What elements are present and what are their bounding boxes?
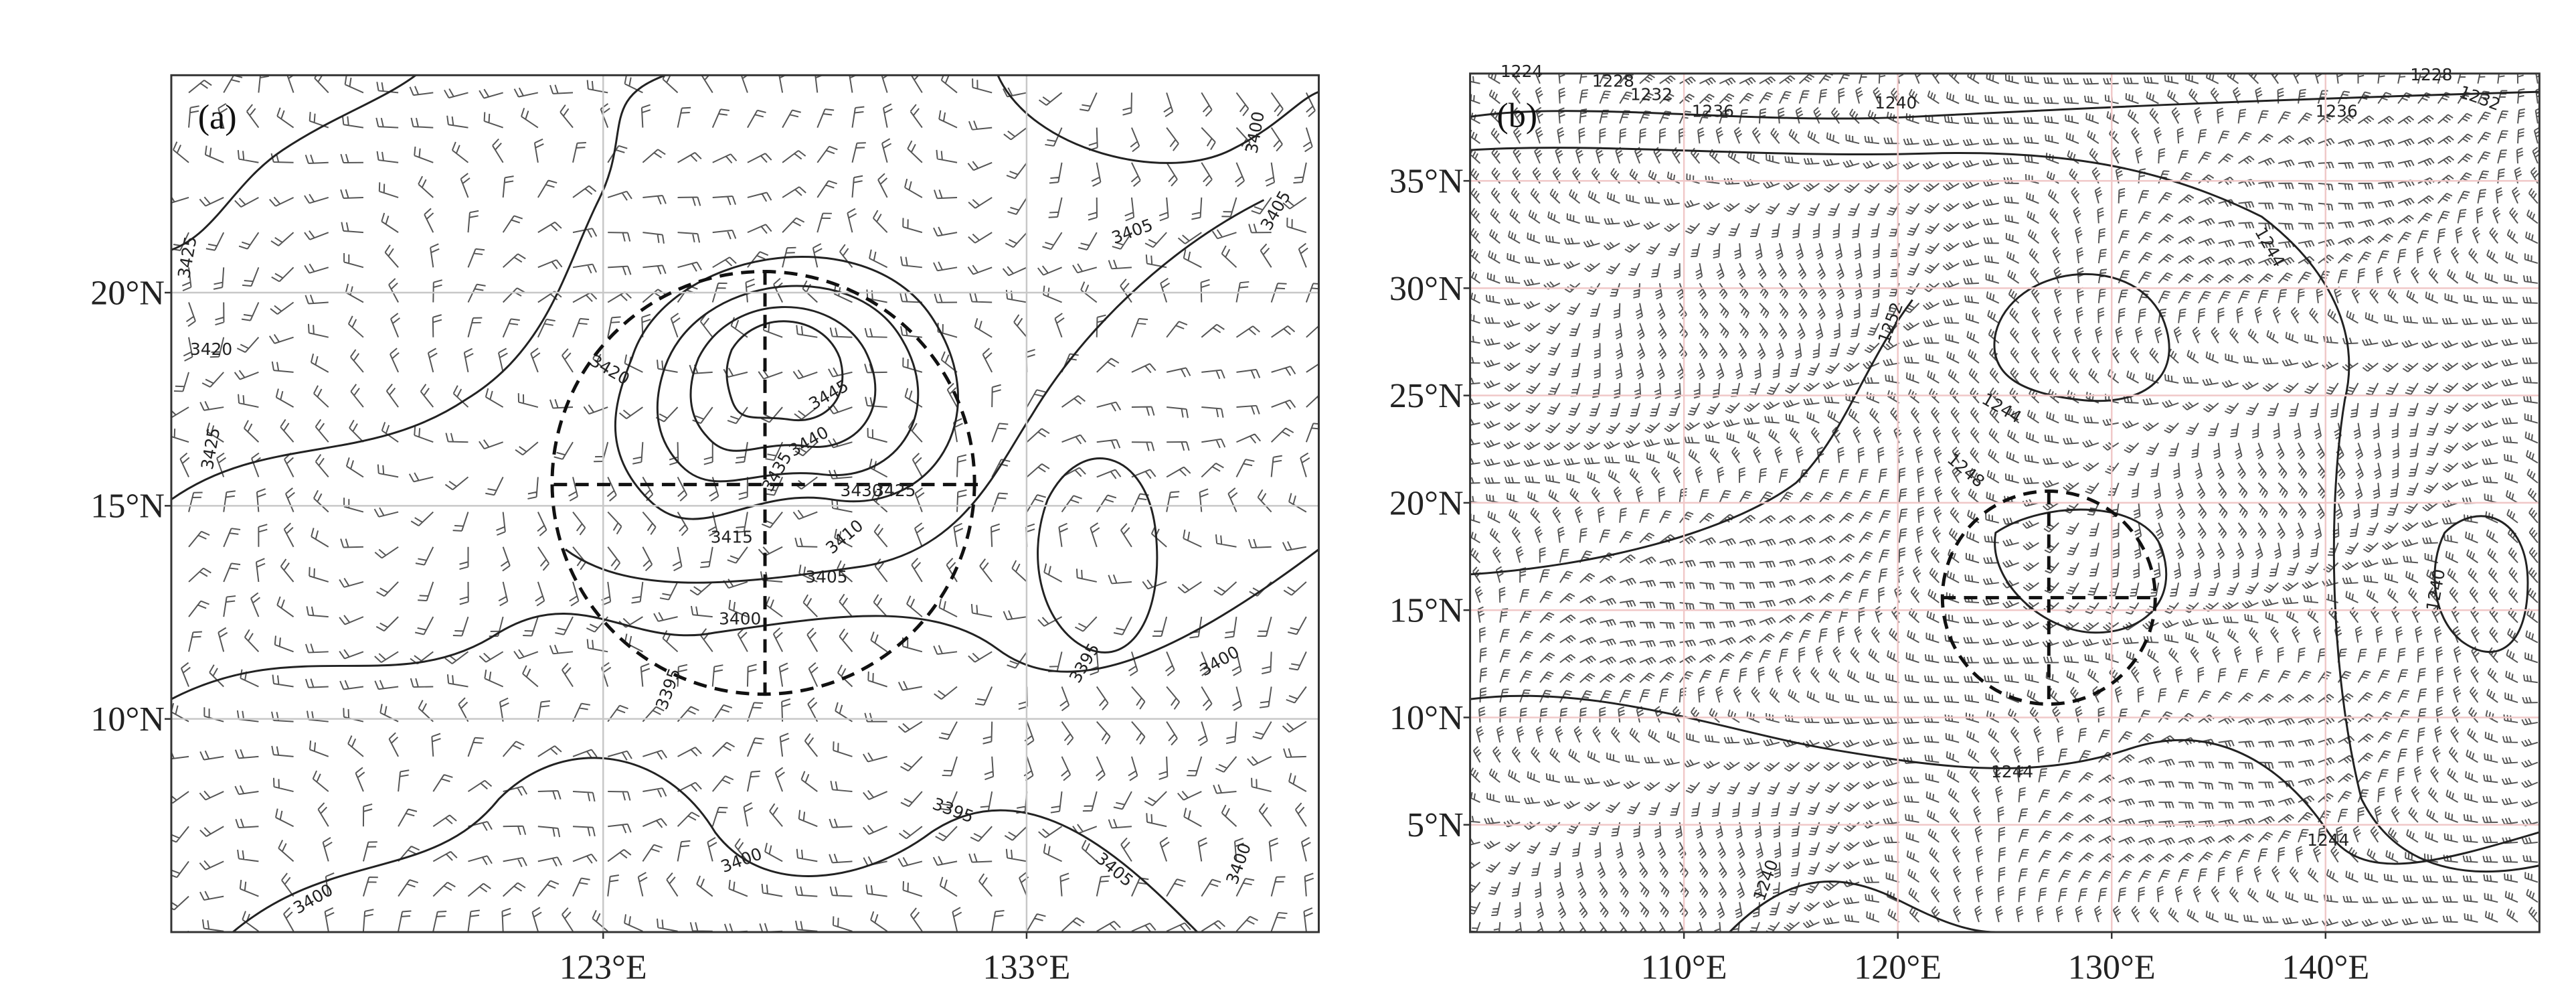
contour-label: 1228	[1592, 72, 1634, 91]
contour-line	[171, 548, 1319, 700]
contour-label: 3420	[190, 339, 232, 359]
contour-label: 1224	[1500, 62, 1543, 81]
panel-frame	[170, 74, 1320, 933]
x-tick-label: 133°E	[982, 949, 1070, 987]
contour-label: 3405	[1109, 215, 1155, 248]
panel-b-map	[1470, 73, 2540, 933]
contour-label: 1240	[1875, 93, 1917, 112]
contour-label: 3400	[719, 609, 761, 628]
contour-label: 1248	[1944, 449, 1988, 491]
contour-label: 3415	[711, 528, 753, 547]
contour-label: 3400	[1241, 110, 1268, 155]
y-tick-label: 5°N	[1407, 806, 1464, 844]
contour-label: 3410	[822, 516, 867, 558]
contour-label: 3425	[197, 426, 224, 471]
y-tick-label: 15°N	[90, 487, 165, 526]
contour-label: 1228	[2410, 65, 2452, 84]
y-tick-label: 25°N	[1389, 377, 1464, 415]
contour-line	[689, 306, 877, 452]
y-tick-label: 10°N	[1389, 699, 1464, 737]
panel-label: (b)	[1496, 96, 1537, 135]
contour-line	[997, 75, 1319, 164]
contour-label: 1232	[1630, 85, 1672, 104]
contour-line	[656, 285, 920, 483]
y-tick-label: 35°N	[1389, 163, 1464, 201]
contour-label: 3425	[174, 235, 201, 280]
contour-label: 3395	[930, 794, 976, 827]
contour-label: 1244	[2251, 224, 2289, 270]
target-markers	[550, 270, 2157, 706]
contour-line	[614, 256, 959, 520]
contour-line	[1037, 457, 1158, 654]
contour-line	[1729, 881, 1996, 933]
panel-frame	[1469, 72, 2541, 933]
contour-label: 3395	[652, 666, 685, 712]
contour-label: 3425	[873, 481, 916, 500]
x-tick-label: 123°E	[560, 949, 647, 987]
panel-a-map	[171, 75, 1319, 933]
y-tick-label: 20°N	[90, 274, 165, 312]
x-tick-label: 130°E	[2068, 949, 2156, 987]
contour-line	[171, 75, 417, 251]
y-tick-label: 15°N	[1389, 592, 1464, 630]
contour-label: 1240	[2423, 568, 2450, 613]
contour-line	[1993, 273, 2170, 402]
contour-line	[2433, 515, 2529, 653]
contour-line	[1470, 90, 2540, 120]
contour-line	[1470, 299, 1913, 576]
contour-label: 1232	[2457, 82, 2503, 115]
contour-label: 3430	[841, 481, 883, 500]
contour-label: 1244	[2307, 830, 2349, 850]
x-tick-label: 110°E	[1641, 949, 1727, 987]
contour-line	[564, 199, 1265, 584]
contour-label: 1244	[1991, 762, 2033, 781]
contour-label: 1236	[1692, 101, 1734, 121]
contour-line	[171, 75, 666, 501]
x-tick-label: 140°E	[2282, 949, 2369, 987]
contour-label: 3400	[718, 844, 764, 877]
contour-line	[725, 320, 844, 422]
panel-label: (a)	[198, 98, 237, 137]
contour-line	[1470, 694, 2540, 865]
y-tick-label: 30°N	[1389, 270, 1464, 308]
contour-label: 3405	[805, 567, 847, 587]
y-tick-label: 20°N	[1389, 484, 1464, 522]
wind-barbs	[1470, 73, 2540, 933]
contour-line	[1470, 147, 2540, 872]
contour-line	[232, 757, 1199, 933]
wind-barbs	[171, 75, 1319, 933]
contour-label: 1236	[2316, 101, 2358, 121]
x-tick-label: 120°E	[1854, 949, 1942, 987]
contour-line	[1994, 508, 2168, 634]
contour-label: 3440	[786, 423, 832, 461]
y-tick-label: 10°N	[90, 700, 165, 739]
